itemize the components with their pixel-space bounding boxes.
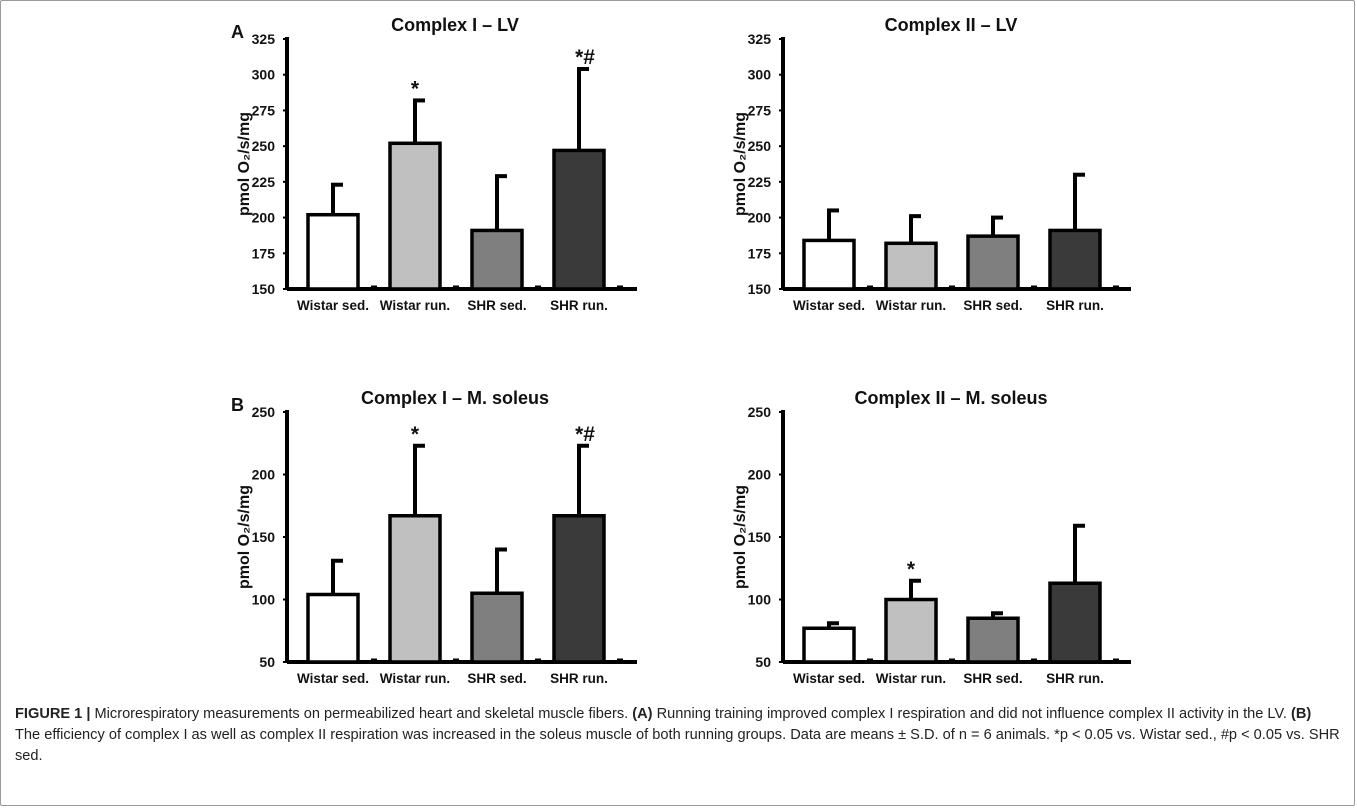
y-tick-label: 250 (748, 404, 772, 420)
y-tick-label: 100 (748, 592, 772, 608)
chart-panel-3: B Complex I – M. soleus pmol O₂/s/mg 50 100 1… (231, 388, 637, 686)
bar-2 (884, 597, 938, 664)
y-tick-label: 100 (252, 592, 276, 608)
x-category-label: SHR run. (1046, 671, 1104, 686)
y-tick-label: 50 (259, 654, 275, 670)
x-category-label: Wistar run. (876, 298, 946, 313)
y-axis-label: pmol O₂/s/mg (236, 485, 253, 589)
panel-label: A (231, 22, 244, 42)
bar-3 (966, 234, 1020, 291)
bar-4 (552, 514, 606, 664)
y-tick-label: 325 (252, 31, 276, 47)
figure-caption: FIGURE 1 | Microrespiratory measurements… (15, 704, 1340, 767)
y-tick-label: 300 (252, 67, 276, 83)
significance-annotation: *# (575, 423, 595, 446)
chart-panel-1: A Complex I – LV pmol O₂/s/mg 150 175 200 225 2… (231, 15, 637, 313)
y-axis-label: pmol O₂/s/mg (732, 485, 749, 589)
y-axis-label: pmol O₂/s/mg (732, 112, 749, 216)
bar-3 (470, 228, 524, 291)
caption-intro: Microrespiratory measurements on permeab… (90, 706, 633, 722)
bar-1 (306, 212, 360, 291)
y-tick-label: 250 (748, 138, 772, 154)
y-tick-label: 150 (252, 529, 276, 545)
x-category-label: Wistar sed. (793, 671, 865, 686)
y-tick-label: 150 (748, 529, 772, 545)
y-tick-label: 225 (748, 174, 772, 190)
bar-4 (1048, 581, 1102, 664)
y-tick-label: 200 (252, 467, 276, 483)
y-tick-label: 200 (748, 467, 772, 483)
y-axis-label: pmol O₂/s/mg (236, 112, 253, 216)
x-category-label: SHR sed. (963, 671, 1022, 686)
significance-annotation: *# (575, 46, 595, 69)
significance-annotation: * (411, 423, 420, 446)
bar-3 (470, 591, 524, 664)
x-category-label: Wistar sed. (297, 298, 369, 313)
chart-panel-4: Complex II – M. soleus pmol O₂/s/mg 50 100 1… (732, 388, 1131, 686)
bar-4 (552, 148, 606, 291)
x-category-label: Wistar sed. (297, 671, 369, 686)
y-tick-label: 175 (252, 245, 276, 261)
x-category-label: Wistar run. (380, 298, 450, 313)
chart-title: Complex I – M. soleus (361, 388, 549, 408)
x-category-label: Wistar sed. (793, 298, 865, 313)
x-category-label: SHR sed. (963, 298, 1022, 313)
caption-label: FIGURE 1 | (15, 706, 91, 722)
y-tick-label: 200 (748, 210, 772, 226)
bar-4 (1048, 228, 1102, 291)
bar-1 (306, 592, 360, 664)
significance-annotation: * (411, 77, 420, 100)
caption-a-label: (A) (632, 706, 653, 722)
y-tick-label: 300 (748, 67, 772, 83)
panel-label: B (231, 395, 244, 415)
x-category-label: SHR sed. (467, 298, 526, 313)
bar-2 (388, 141, 442, 291)
y-tick-label: 275 (748, 102, 772, 118)
bar-1 (802, 626, 856, 664)
y-tick-label: 150 (748, 281, 772, 297)
bar-2 (388, 514, 442, 664)
x-category-label: Wistar run. (380, 671, 450, 686)
y-tick-label: 150 (252, 281, 276, 297)
chart-panel-2: Complex II – LV pmol O₂/s/mg 150 175 200 225 2… (732, 15, 1131, 313)
caption-b-label: (B) (1290, 706, 1312, 722)
caption-b-text: The efficiency of complex I as well as c… (15, 727, 1340, 764)
caption-a-text: Running training improved complex I resp… (652, 706, 1291, 722)
x-category-label: Wistar run. (876, 671, 946, 686)
y-tick-label: 225 (252, 174, 276, 190)
y-tick-label: 200 (252, 210, 276, 226)
y-tick-label: 250 (252, 138, 276, 154)
chart-title: Complex II – M. soleus (854, 388, 1047, 408)
y-tick-label: 325 (748, 31, 772, 47)
x-category-label: SHR sed. (467, 671, 526, 686)
chart-title: Complex I – LV (391, 15, 519, 35)
bar-1 (802, 238, 856, 291)
y-tick-label: 175 (748, 245, 772, 261)
x-category-label: SHR run. (550, 298, 608, 313)
significance-annotation: * (907, 558, 916, 581)
bar-2 (884, 241, 938, 291)
chart-title: Complex II – LV (885, 15, 1018, 35)
x-category-label: SHR run. (550, 671, 608, 686)
y-tick-label: 50 (755, 654, 771, 670)
bar-3 (966, 616, 1020, 664)
x-category-label: SHR run. (1046, 298, 1104, 313)
y-tick-label: 275 (252, 102, 276, 118)
y-tick-label: 250 (252, 404, 276, 420)
